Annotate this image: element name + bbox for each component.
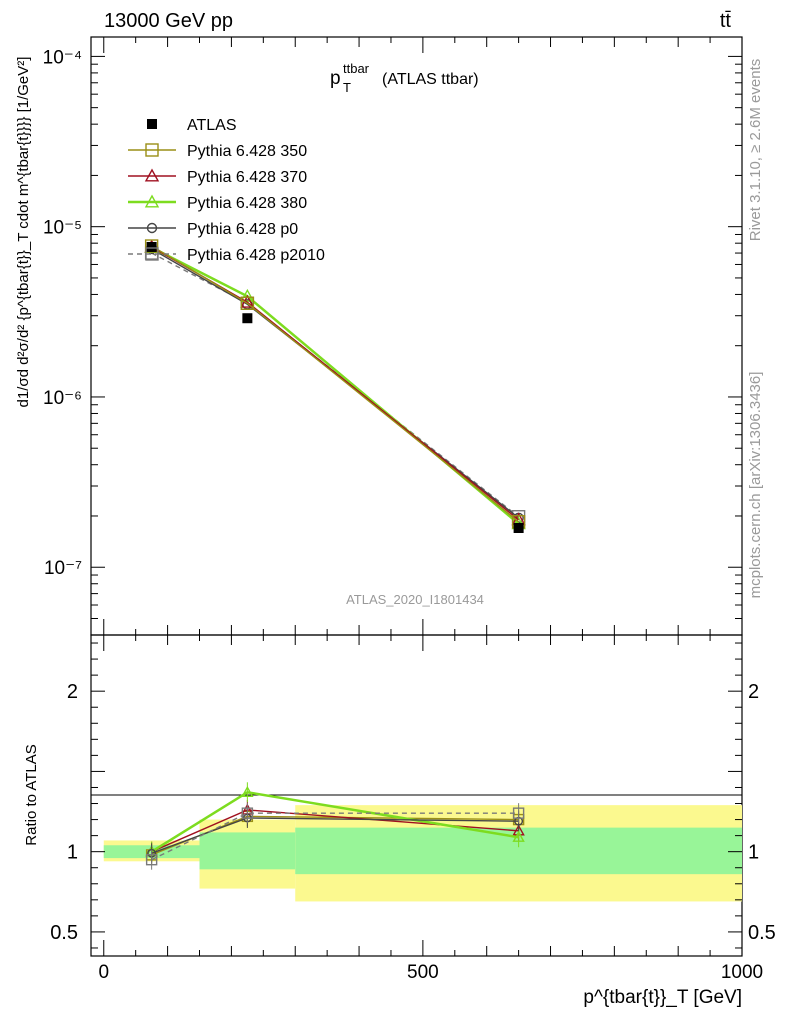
ratio-point-pythia-6-428-p2010 bbox=[512, 807, 525, 819]
ratio-y-tick-label: 0.5 bbox=[50, 922, 78, 944]
main-point-pythia-6-428-380 bbox=[240, 288, 255, 302]
ratio-y-ticks: 0.5 0.5 1 1 2 2 bbox=[50, 642, 776, 949]
ratio-y-tick-label-right: 1 bbox=[748, 842, 759, 864]
ratio-y-tick-label: 1 bbox=[67, 842, 78, 864]
rivet-version-label: Rivet 3.1.10, ≥ 2.6M events bbox=[747, 59, 764, 242]
legend-label-pythia-6-428-350: Pythia 6.428 350 bbox=[187, 143, 307, 160]
legend-label-pythia-6-428-p2010: Pythia 6.428 p2010 bbox=[187, 247, 325, 264]
plot-title: p ttbar T (ATLAS ttbar) bbox=[330, 61, 479, 95]
x-axis-label: p^{tbar{t}}_T [GeV] bbox=[583, 987, 742, 1008]
main-y-tick-label: 10⁻⁴ bbox=[43, 47, 82, 68]
ratio-y-tick-label-right: 2 bbox=[748, 681, 759, 703]
main-line-pythia-6-428-380 bbox=[151, 246, 520, 525]
legend-marker-pythia-6-428-380 bbox=[144, 194, 160, 208]
x-tick-label: 500 bbox=[407, 962, 439, 983]
legend-label-pythia-6-428-380: Pythia 6.428 380 bbox=[187, 195, 307, 212]
mcplots-source-label: mcplots.cern.ch [arXiv:1306.3436] bbox=[747, 372, 764, 599]
x-ticks: 0 500 1000 bbox=[98, 37, 763, 983]
main-point-pythia-6-428-350 bbox=[240, 296, 255, 310]
legend-label-atlas: ATLAS bbox=[187, 117, 237, 134]
legend-marker-pythia-6-428-370 bbox=[144, 168, 160, 182]
plot-title-sub: T bbox=[343, 80, 351, 95]
main-y-ticks: 10⁻⁷ 10⁻⁶ 10⁻⁵ 10⁻⁴ bbox=[43, 47, 742, 636]
legend-label-pythia-6-428-370: Pythia 6.428 370 bbox=[187, 169, 307, 186]
legend-label-pythia-6-428-p0: Pythia 6.428 p0 bbox=[187, 221, 298, 238]
main-point-atlas bbox=[146, 241, 157, 252]
x-tick-label: 0 bbox=[98, 962, 109, 983]
main-y-axis-label: d1/σd d²σ/d² {p^{tbar{t}}_T cdot m^{tbar… bbox=[15, 57, 32, 408]
ratio-point-pythia-6-428-380 bbox=[241, 785, 254, 797]
main-point-pythia-6-428-350 bbox=[144, 239, 159, 253]
plot-title-suffix: (ATLAS ttbar) bbox=[382, 71, 479, 88]
legend-marker-pythia-6-428-p0 bbox=[146, 222, 158, 234]
analysis-watermark: ATLAS_2020_I1801434 bbox=[346, 592, 484, 607]
ratio-point-pythia-6-428-p2010 bbox=[241, 807, 254, 819]
x-tick-label: 1000 bbox=[721, 962, 763, 983]
main-series-layer bbox=[144, 239, 526, 533]
header-process-label: tt̄ bbox=[720, 10, 732, 32]
plot-title-sup: ttbar bbox=[343, 61, 370, 76]
legend: ATLAS Pythia 6.428 350 Pythia 6.428 370 Pyt… bbox=[128, 117, 325, 264]
ratio-y-tick-label: 2 bbox=[67, 681, 78, 703]
inner-band-1 bbox=[199, 832, 296, 870]
ratio-series-layer bbox=[145, 782, 525, 870]
main-y-tick-label: 10⁻⁶ bbox=[43, 388, 82, 409]
ratio-point-pythia-6-428-380 bbox=[512, 830, 525, 842]
legend-marker-pythia-6-428-p2010 bbox=[145, 247, 159, 261]
header-energy-label: 13000 GeV pp bbox=[104, 10, 233, 32]
main-y-tick-label: 10⁻⁷ bbox=[44, 558, 82, 579]
legend-marker-atlas bbox=[147, 119, 157, 129]
main-y-tick-label: 10⁻⁵ bbox=[43, 218, 82, 239]
ratio-y-axis-label: Ratio to ATLAS bbox=[23, 744, 40, 845]
main-line-pythia-6-428-350 bbox=[151, 245, 520, 523]
main-point-atlas bbox=[513, 522, 524, 533]
ratio-point-pythia-6-428-p2010 bbox=[145, 854, 158, 866]
legend-marker-pythia-6-428-350 bbox=[145, 143, 159, 157]
main-point-atlas bbox=[242, 313, 253, 324]
plot-title-main: p bbox=[330, 68, 341, 89]
ratio-y-tick-label-right: 0.5 bbox=[748, 922, 776, 944]
